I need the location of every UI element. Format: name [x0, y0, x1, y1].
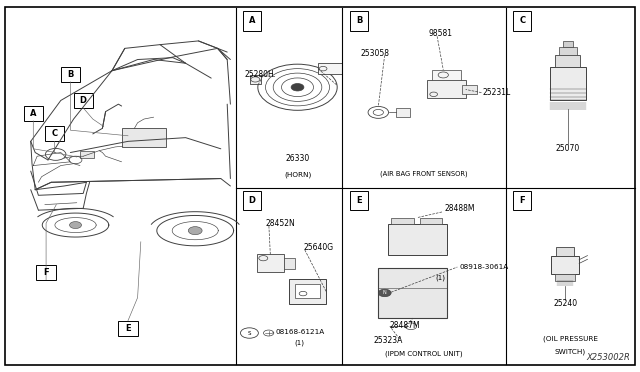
Circle shape: [378, 289, 391, 297]
Text: 25231L: 25231L: [483, 88, 511, 97]
Bar: [122, 128, 166, 147]
Text: D: D: [249, 196, 255, 205]
Text: (OIL PRESSURE: (OIL PRESSURE: [543, 336, 598, 343]
Bar: [118, 321, 138, 336]
Text: 28488M: 28488M: [445, 205, 475, 214]
Bar: [296, 284, 320, 298]
Text: (1): (1): [294, 339, 305, 346]
Text: X253002R: X253002R: [586, 353, 630, 362]
Bar: [563, 41, 573, 47]
Bar: [555, 274, 575, 281]
Text: (HORN): (HORN): [284, 171, 311, 178]
Bar: [463, 84, 477, 94]
Circle shape: [188, 227, 202, 235]
Text: N: N: [383, 291, 387, 295]
Text: 26330: 26330: [285, 154, 310, 163]
Bar: [250, 76, 261, 84]
Text: F: F: [520, 196, 525, 205]
Text: 253058: 253058: [360, 49, 390, 58]
Text: (IPDM CONTROL UNIT): (IPDM CONTROL UNIT): [385, 350, 463, 356]
Bar: [243, 11, 261, 31]
Bar: [391, 218, 413, 224]
Text: 08918-3061A: 08918-3061A: [460, 264, 509, 270]
Text: 25640G: 25640G: [304, 243, 334, 252]
Text: A: A: [249, 16, 255, 25]
Circle shape: [291, 84, 304, 91]
Bar: [350, 11, 368, 31]
Bar: [513, 11, 531, 31]
Text: 28452N: 28452N: [266, 219, 295, 228]
Text: S: S: [248, 331, 251, 336]
Bar: [555, 55, 580, 67]
Bar: [559, 47, 577, 55]
Text: E: E: [125, 324, 131, 333]
Text: 28487M: 28487M: [389, 321, 420, 330]
Text: SWITCH): SWITCH): [555, 348, 586, 355]
Text: C: C: [519, 16, 525, 25]
Bar: [318, 63, 342, 74]
Bar: [556, 247, 574, 256]
Text: C: C: [51, 129, 58, 138]
Bar: [74, 93, 93, 108]
Bar: [378, 268, 447, 318]
Text: B: B: [67, 70, 74, 79]
Bar: [433, 70, 461, 80]
Text: 25070: 25070: [556, 144, 580, 153]
Bar: [551, 256, 579, 274]
Bar: [350, 191, 368, 210]
Text: E: E: [356, 196, 362, 205]
Text: B: B: [356, 16, 362, 25]
Text: (AIR BAG FRONT SENSOR): (AIR BAG FRONT SENSOR): [380, 170, 468, 177]
Bar: [61, 67, 80, 82]
Text: (1): (1): [435, 275, 445, 282]
Bar: [80, 151, 94, 158]
Text: 25280H: 25280H: [244, 70, 274, 79]
Bar: [36, 265, 56, 280]
Bar: [284, 258, 295, 269]
Text: 98581: 98581: [428, 29, 452, 38]
Text: D: D: [80, 96, 86, 105]
Bar: [396, 108, 410, 117]
Bar: [243, 191, 261, 210]
Bar: [428, 80, 466, 98]
Bar: [24, 106, 43, 121]
Bar: [513, 191, 531, 210]
Bar: [257, 254, 284, 272]
Circle shape: [70, 222, 81, 228]
Bar: [388, 224, 447, 255]
Text: 08168-6121A: 08168-6121A: [275, 329, 324, 335]
Bar: [45, 126, 64, 141]
Text: F: F: [44, 268, 49, 277]
Bar: [550, 67, 586, 100]
Text: 25323A: 25323A: [373, 336, 403, 346]
Text: 25240: 25240: [553, 299, 577, 308]
Text: A: A: [30, 109, 36, 118]
Bar: [420, 218, 442, 224]
Bar: [289, 279, 326, 304]
